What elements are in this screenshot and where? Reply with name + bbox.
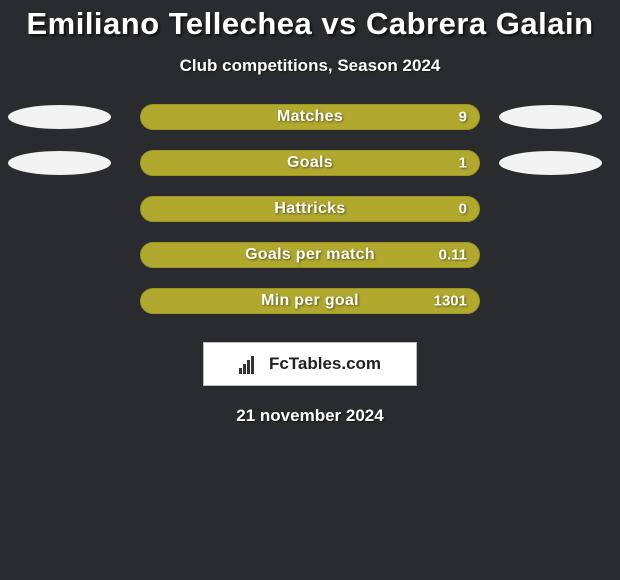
stat-value: 0 xyxy=(459,201,467,218)
stat-label: Goals xyxy=(287,154,333,172)
brand-text: FcTables.com xyxy=(269,354,381,374)
chart-icon xyxy=(239,354,265,374)
stat-value: 0.11 xyxy=(439,247,467,264)
left-ellipse xyxy=(8,151,111,175)
stat-row: Matches 9 xyxy=(0,104,620,130)
stat-row: Goals 1 xyxy=(0,150,620,176)
right-ellipse xyxy=(499,151,602,175)
stat-bar: Goals per match 0.11 xyxy=(140,242,480,268)
right-ellipse xyxy=(499,105,602,129)
stat-label: Min per goal xyxy=(261,292,359,310)
stat-label: Goals per match xyxy=(245,246,375,264)
stat-bar: Hattricks 0 xyxy=(140,196,480,222)
stat-bar: Min per goal 1301 xyxy=(140,288,480,314)
stat-row: Goals per match 0.11 xyxy=(0,242,620,268)
stat-label: Hattricks xyxy=(274,200,345,218)
stat-value: 1301 xyxy=(434,293,467,310)
comparison-infographic: Emiliano Tellechea vs Cabrera Galain Clu… xyxy=(0,0,620,426)
stat-row: Hattricks 0 xyxy=(0,196,620,222)
brand-box: FcTables.com xyxy=(203,342,417,386)
stat-label: Matches xyxy=(277,108,343,126)
page-title: Emiliano Tellechea vs Cabrera Galain xyxy=(26,6,593,42)
stat-value: 1 xyxy=(459,155,467,172)
stat-row: Min per goal 1301 xyxy=(0,288,620,314)
stat-rows: Matches 9 Goals 1 Hattricks 0 Goals per match 0… xyxy=(0,104,620,314)
stat-bar: Goals 1 xyxy=(140,150,480,176)
stat-value: 9 xyxy=(459,109,467,126)
date-text: 21 november 2024 xyxy=(236,406,383,426)
subtitle: Club competitions, Season 2024 xyxy=(180,56,441,76)
left-ellipse xyxy=(8,105,111,129)
stat-bar: Matches 9 xyxy=(140,104,480,130)
